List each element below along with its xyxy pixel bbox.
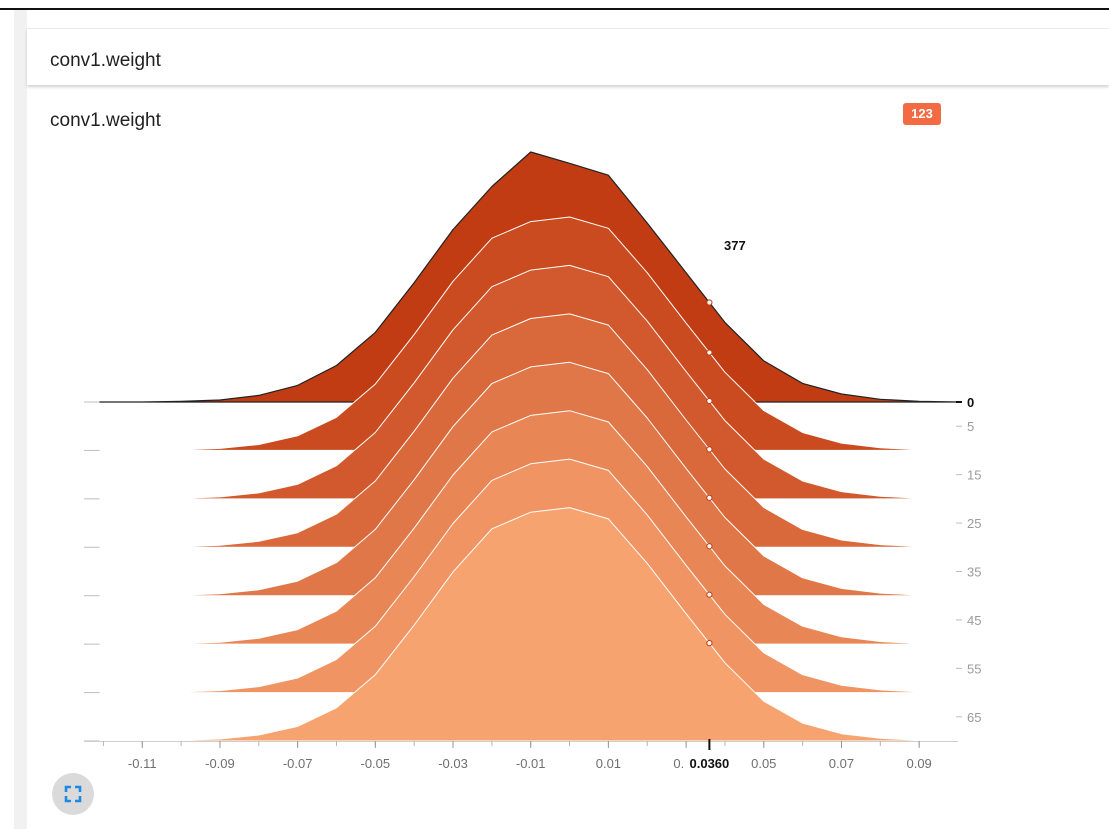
x-tick-label: -0.01	[516, 756, 546, 771]
x-tick-label: -0.11	[128, 756, 157, 771]
ridge-baselines	[84, 401, 100, 742]
y-tick-label: 35	[967, 565, 981, 580]
y-tick-label: 25	[967, 516, 981, 531]
y-tick-label: 0	[967, 395, 974, 410]
card-header-title: conv1.weight	[50, 50, 161, 71]
x-tick-label: 0.01	[596, 756, 621, 771]
y-axis: 0 5 15 25 35 45 55 65	[956, 395, 981, 725]
hover-marker	[706, 494, 713, 501]
hover-x-label-bg	[683, 754, 736, 772]
ridge-step-70	[99, 507, 959, 742]
x-tick-label: 0.07	[829, 756, 854, 771]
hover-marker	[706, 591, 713, 598]
left-rail	[14, 10, 27, 829]
fullscreen-button[interactable]	[52, 773, 94, 815]
x-tick-label: -0.05	[361, 756, 391, 771]
top-divider	[0, 8, 1109, 10]
hover-marker	[706, 543, 713, 550]
chart-title: conv1.weight	[50, 110, 161, 131]
hover-marker	[706, 640, 713, 647]
fullscreen-icon	[64, 785, 82, 803]
run-badge: 123	[903, 103, 941, 125]
y-tick-label: 5	[967, 419, 974, 434]
hover-value-label: 377	[724, 238, 746, 253]
x-tick-label: -0.09	[205, 756, 235, 771]
x-tick-label: -0.07	[283, 756, 313, 771]
hover-marker	[706, 397, 713, 405]
hover-layer: 377	[706, 238, 746, 647]
x-tick-label: 0.09	[906, 756, 931, 771]
y-tick-label: 55	[967, 661, 981, 676]
y-tick-label: 15	[967, 468, 981, 483]
hover-marker	[706, 299, 713, 306]
card-header[interactable]: conv1.weight	[27, 28, 1109, 85]
hover-marker	[706, 349, 713, 356]
y-tick-label: 45	[967, 613, 981, 628]
x-tick-label: -0.03	[438, 756, 468, 771]
x-axis: -0.11-0.09-0.07-0.05-0.03-0.010.010.030.…	[84, 739, 958, 772]
hover-x-label: 0.0360	[690, 756, 730, 771]
y-tick-label: 65	[967, 710, 981, 725]
hover-marker	[706, 446, 713, 453]
x-tick-label: 0.05	[751, 756, 776, 771]
ridge-layers	[98, 151, 959, 742]
